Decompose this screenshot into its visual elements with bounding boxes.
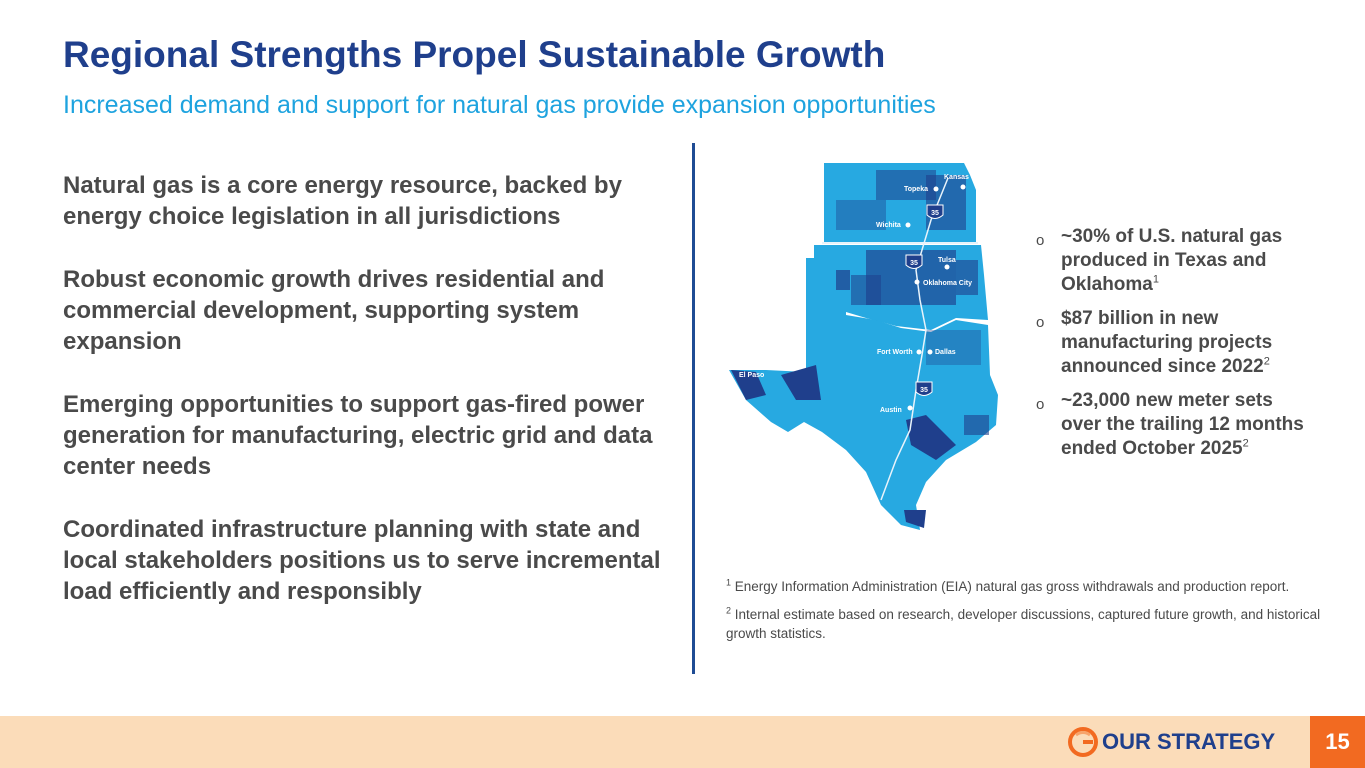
key-points: Natural gas is a core energy resource, b… — [63, 170, 673, 639]
stat-production: o ~30% of U.S. natural gas produced in T… — [1036, 226, 1283, 295]
svg-text:35: 35 — [910, 260, 918, 267]
page-subtitle: Increased demand and support for natural… — [63, 91, 936, 119]
bullet-marker: o — [1036, 396, 1045, 413]
city-wichita: Wichita — [876, 222, 901, 229]
bullet-marker: o — [1036, 232, 1045, 249]
texas-shape — [729, 258, 998, 530]
footnote-2: 2 Internal estimate based on research, d… — [726, 605, 1321, 641]
point-energy-choice: Natural gas is a core energy resource, b… — [63, 172, 622, 230]
city-topeka: Topeka — [904, 186, 928, 193]
bullet-marker: o — [1036, 314, 1045, 331]
divider — [692, 143, 695, 674]
footer-band: OUR STRATEGY 15 — [0, 716, 1365, 768]
section-label: OUR STRATEGY — [1068, 716, 1275, 768]
city-tulsa: Tulsa — [938, 257, 956, 264]
city-fort-worth: Fort Worth — [877, 349, 913, 356]
city-austin: Austin — [880, 407, 902, 414]
service-territory-map: 35 35 35 Kansas City Topeka Wichita Tuls… — [729, 163, 998, 530]
i35-shield-kansas: 35 — [926, 204, 944, 219]
stat-manufacturing: o $87 billion in new manufacturing proje… — [1036, 308, 1273, 377]
page-number: 15 — [1310, 716, 1365, 768]
point-economic-growth: Robust economic growth drives residentia… — [63, 266, 605, 355]
i35-shield-oklahoma: 35 — [905, 254, 923, 269]
section-name: OUR STRATEGY — [1102, 729, 1276, 754]
stats-list: o ~30% of U.S. natural gas produced in T… — [1036, 225, 1316, 471]
page-title: Regional Strengths Propel Sustainable Gr… — [63, 34, 886, 75]
point-infrastructure: Coordinated infrastructure planning with… — [63, 516, 661, 605]
svg-text:35: 35 — [920, 387, 928, 394]
footnote-1: 1 Energy Information Administration (EIA… — [726, 577, 1290, 594]
point-power-generation: Emerging opportunities to support gas-fi… — [63, 391, 653, 480]
i35-shield-texas: 35 — [915, 381, 933, 396]
stat-meter-sets: o ~23,000 new meter sets over the traili… — [1036, 390, 1304, 459]
company-logo-icon — [1068, 727, 1098, 757]
svg-text:35: 35 — [931, 210, 939, 217]
city-oklahoma-city: Oklahoma City — [923, 280, 972, 287]
city-dallas: Dallas — [935, 349, 956, 356]
city-kansas-city: Kansas City — [944, 174, 984, 181]
city-el-paso: El Paso — [739, 372, 764, 379]
